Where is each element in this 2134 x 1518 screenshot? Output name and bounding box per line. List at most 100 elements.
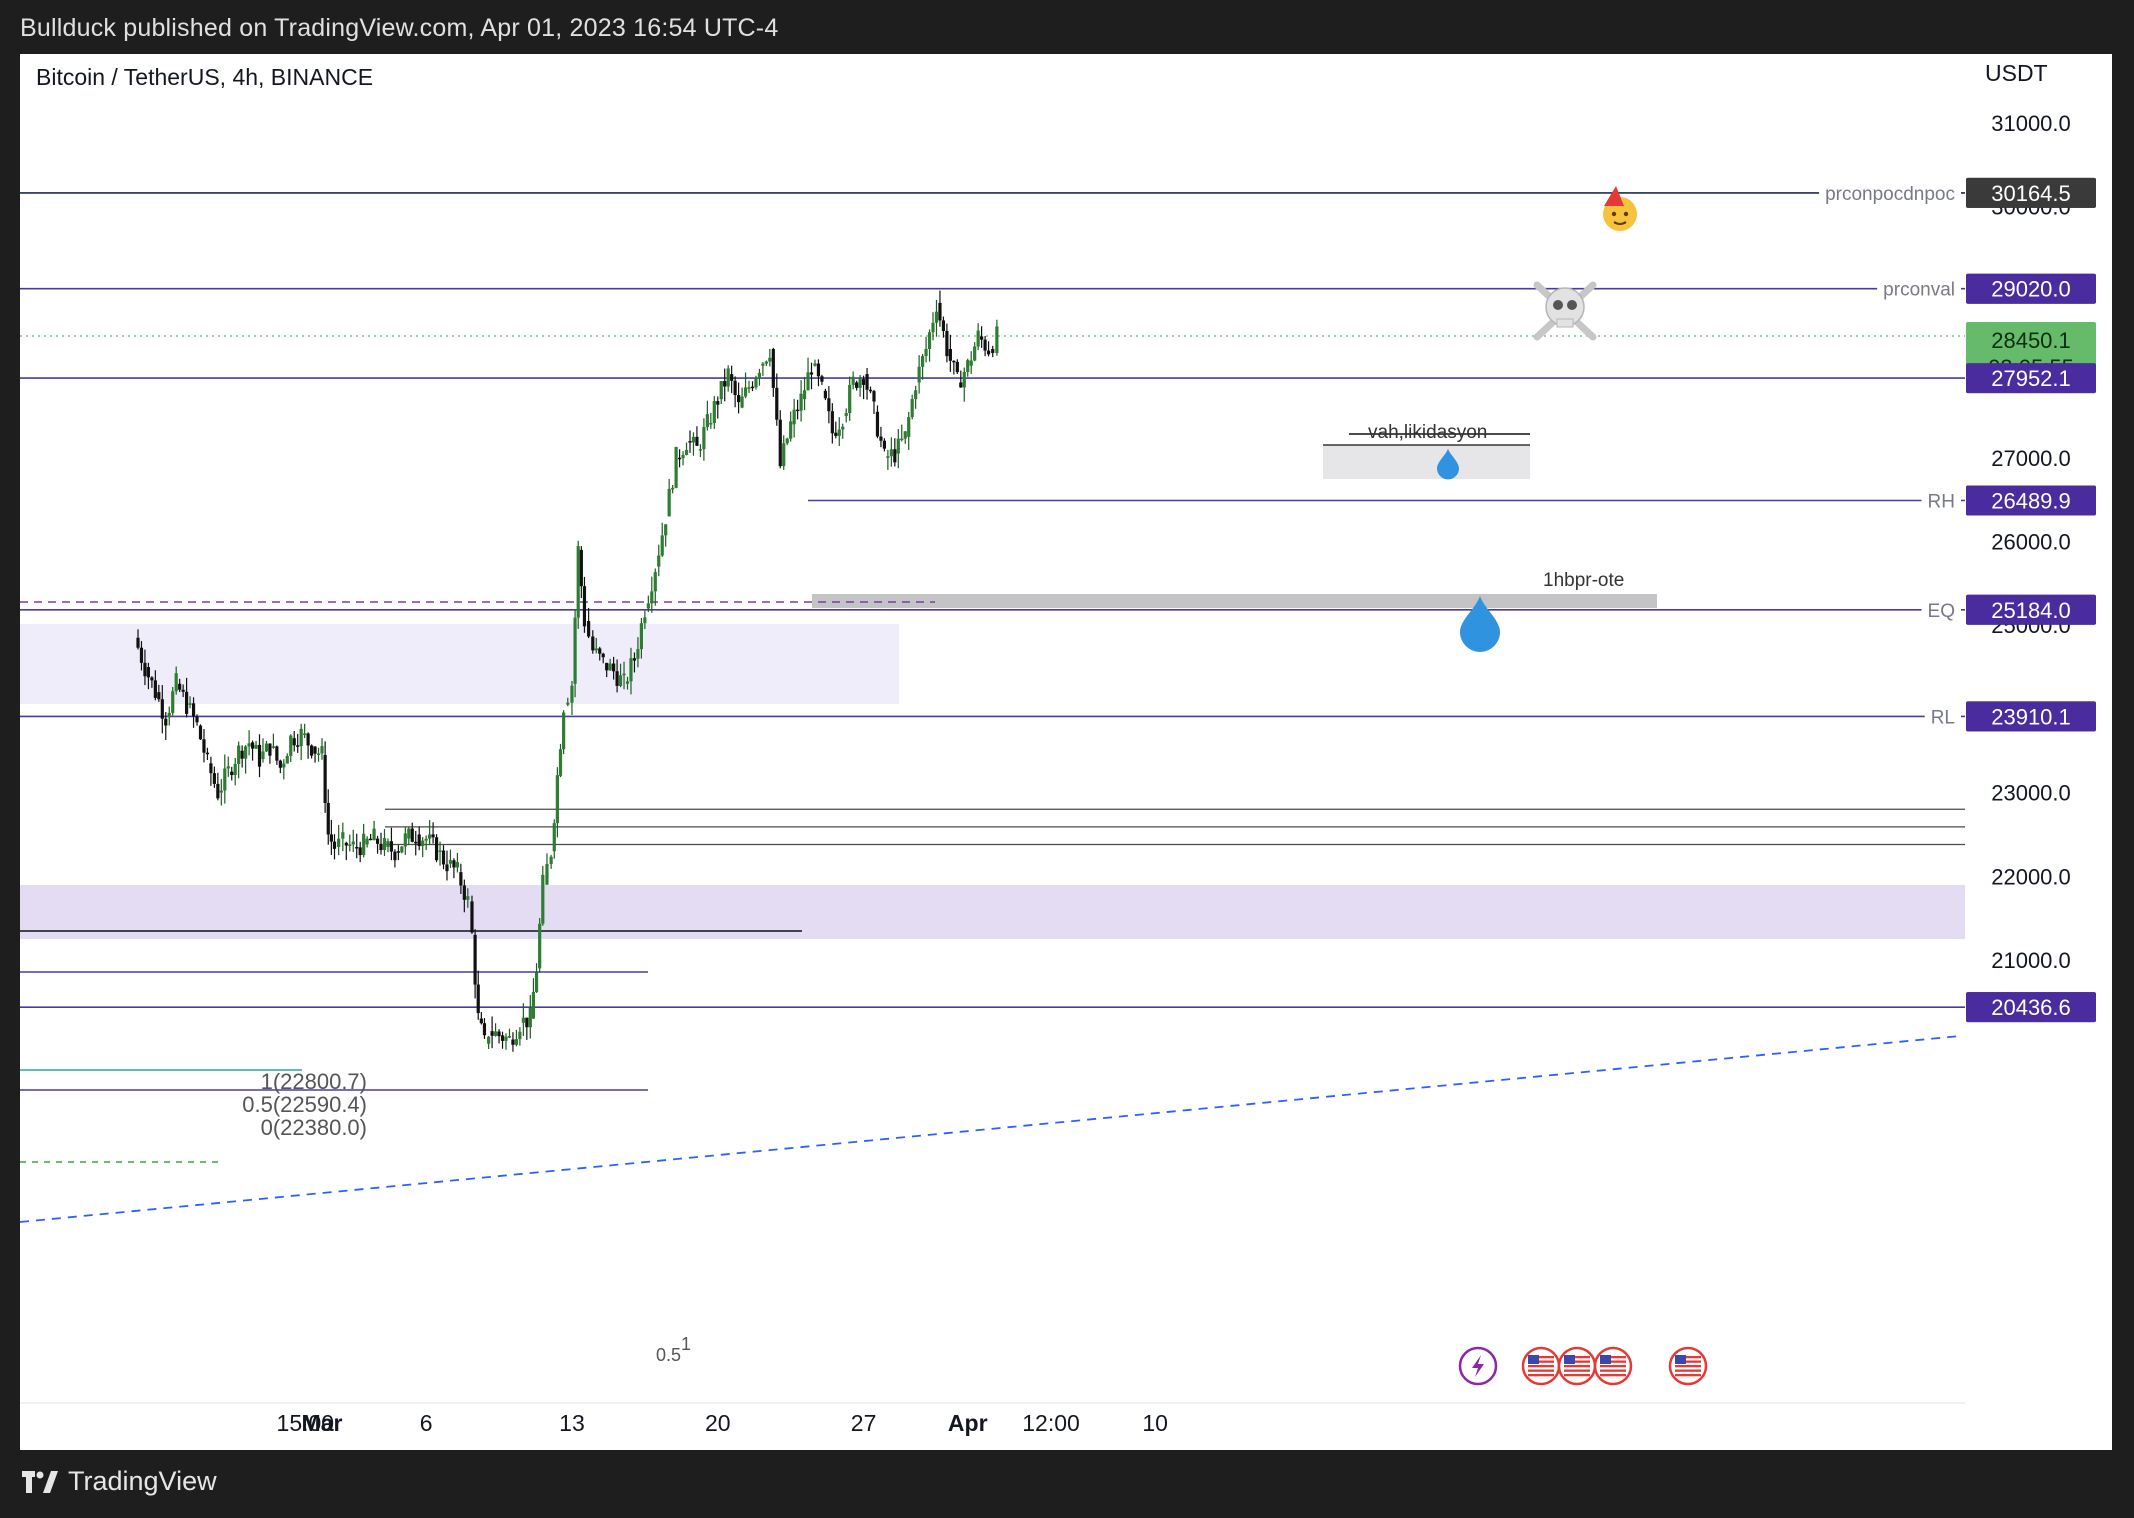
candle-body [733,380,737,396]
x-tick-label: 20 [705,1410,731,1436]
candle-body [410,828,414,842]
candle-body [479,1018,483,1024]
candle-body [341,832,345,839]
candle-body [470,901,474,933]
level-price-badge[interactable] [1966,485,2096,516]
candle-body [834,432,838,436]
candle-body [855,382,859,388]
candle-body [271,746,275,748]
candle-body [326,802,330,835]
candle-body [757,372,762,379]
candle-body [205,752,210,755]
candle-body [941,320,946,331]
candle-body [292,738,296,746]
candle-body [167,712,171,718]
candle-body [903,431,907,439]
candle-body [809,372,814,375]
candle-body [653,572,657,592]
x-tick-label: 27 [851,1410,877,1436]
candle-body [476,984,480,1014]
level-price-badge[interactable] [1966,177,2096,208]
level-price-badge[interactable] [1966,363,2096,394]
candle-body [362,833,366,856]
candle-body [608,663,612,671]
level-price-badge[interactable] [1966,992,2096,1023]
candle-body [414,841,418,844]
candle-body [487,1036,491,1044]
level-price-badge[interactable] [1966,273,2096,304]
candle-body [299,728,303,747]
candle-body [157,692,161,700]
level-label-bg [1819,183,1961,205]
candle-body [538,923,542,969]
candle-body [976,330,980,347]
candle-body [796,409,800,412]
candle-body [986,350,991,355]
price-chart[interactable]: 30164.5 prconpocdnpoc 29020.0 prconval 27952… [20,54,2112,1450]
candle-body [188,703,192,705]
chart-area[interactable]: 30164.5 prconpocdnpoc 29020.0 prconval 27952… [20,54,2112,1450]
y-tick-label: 26000.0 [1991,530,2071,555]
candle-body [948,348,952,361]
candle-body [202,739,206,753]
candle-body [907,417,911,437]
candle-body [438,850,442,853]
candle-body [275,746,279,761]
candle-body [282,763,286,768]
tradingview-logo[interactable]: TradingView [22,1466,217,1497]
water-drop-icon [1437,448,1459,480]
us-flag-event-icon[interactable] [1593,1346,1633,1386]
lightning-event-icon[interactable] [1458,1346,1498,1386]
candle-body [417,834,421,847]
candle-body [441,850,446,865]
candle-body [813,363,817,366]
candle-body [521,1017,525,1023]
level-label: EQ [1928,601,1955,622]
candle-body [403,833,407,847]
candle-body [579,549,583,587]
us-flag-event-icon[interactable] [1668,1346,1708,1386]
candle-body [893,449,897,463]
candle-body [264,743,269,752]
candle-body [868,389,873,392]
candle-body [886,456,890,458]
candle-body [344,842,348,846]
candle-body [171,691,175,713]
x-tick-label: 15:00 [277,1410,335,1436]
level-price-text: 23910.1 [1991,704,2071,729]
candle-body [927,332,932,349]
candle-body [938,302,942,321]
candle-body [618,675,623,686]
candle-body [827,398,831,412]
candle-body [782,443,786,467]
candle-body [320,746,324,754]
candle-body [541,874,545,924]
candle-body [511,1039,515,1045]
candle-body [702,427,706,450]
us-flag-event-icon[interactable] [1557,1346,1597,1386]
candle-body [591,636,595,651]
us-flag-event-icon[interactable] [1521,1346,1561,1386]
level-price-text: 30164.5 [1991,181,2071,206]
candle-body [230,771,234,776]
candle-body [382,838,387,851]
candle-body [452,860,456,868]
candle-body [980,336,984,340]
candle-body [525,1017,529,1028]
candle-body [622,673,626,676]
level-price-badge[interactable] [1966,594,2096,625]
level-price-badge[interactable] [1966,701,2096,732]
candle-body [424,838,428,841]
candle-body [920,355,925,367]
candle-body [991,348,995,354]
candle-body [191,703,196,717]
candle-body [313,746,317,754]
x-tick-label: 13 [559,1410,585,1436]
trendline [20,1035,1961,1223]
candle-body [955,361,959,373]
candle-body [723,381,727,387]
candle-body [615,671,619,686]
candle-body [369,838,373,841]
candle-body [910,399,914,418]
candle-body [493,1031,498,1036]
